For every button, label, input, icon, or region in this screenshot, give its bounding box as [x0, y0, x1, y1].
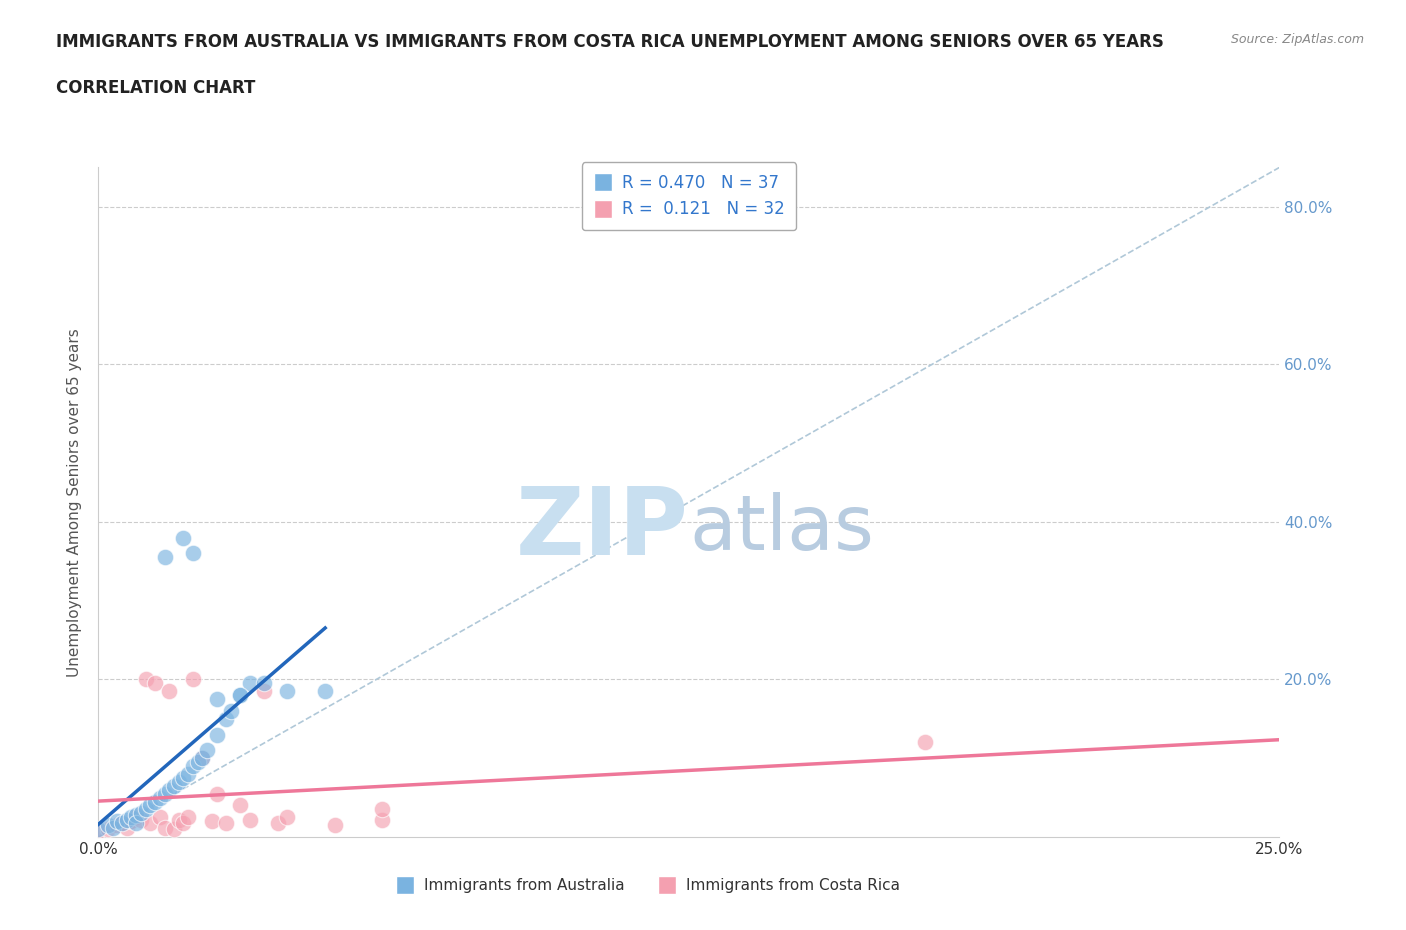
Point — [101, 820, 124, 835]
Point — [181, 759, 204, 774]
Point — [153, 786, 176, 801]
Point — [143, 794, 166, 809]
Point — [163, 778, 186, 793]
Point — [129, 806, 152, 821]
Point — [105, 814, 128, 829]
Text: Source: ZipAtlas.com: Source: ZipAtlas.com — [1230, 33, 1364, 46]
Point — [149, 810, 172, 825]
Point — [135, 802, 157, 817]
Point — [181, 546, 204, 561]
Point — [276, 810, 298, 825]
Point — [205, 692, 228, 707]
Y-axis label: Unemployment Among Seniors over 65 years: Unemployment Among Seniors over 65 years — [67, 328, 83, 677]
Point — [125, 807, 148, 822]
Point — [139, 798, 162, 813]
Point — [143, 676, 166, 691]
Point — [121, 810, 143, 825]
Point — [201, 814, 224, 829]
Text: CORRELATION CHART: CORRELATION CHART — [56, 79, 256, 97]
Point — [135, 672, 157, 687]
Point — [163, 822, 186, 837]
Text: IMMIGRANTS FROM AUSTRALIA VS IMMIGRANTS FROM COSTA RICA UNEMPLOYMENT AMONG SENIO: IMMIGRANTS FROM AUSTRALIA VS IMMIGRANTS … — [56, 33, 1164, 50]
Point — [229, 688, 252, 703]
Point — [153, 550, 176, 565]
Point — [215, 711, 238, 726]
Point — [239, 676, 262, 691]
Point — [177, 766, 200, 781]
Point — [87, 822, 110, 837]
Point — [914, 735, 936, 750]
Point — [205, 727, 228, 742]
Legend: Immigrants from Australia, Immigrants from Costa Rica: Immigrants from Australia, Immigrants fr… — [388, 872, 905, 899]
Point — [181, 672, 204, 687]
Point — [115, 820, 138, 835]
Point — [253, 684, 276, 698]
Point — [167, 812, 190, 827]
Point — [229, 688, 252, 703]
Point — [87, 823, 110, 838]
Point — [191, 751, 214, 765]
Point — [139, 816, 162, 830]
Point — [97, 817, 120, 832]
Point — [167, 775, 190, 790]
Point — [157, 684, 180, 698]
Point — [229, 798, 252, 813]
Point — [172, 816, 194, 830]
Point — [219, 703, 242, 718]
Point — [215, 816, 238, 830]
Point — [267, 816, 290, 830]
Point — [191, 751, 214, 765]
Point — [371, 812, 394, 827]
Point — [125, 816, 148, 830]
Point — [205, 786, 228, 801]
Point — [314, 684, 336, 698]
Point — [115, 812, 138, 827]
Point — [125, 810, 148, 825]
Point — [111, 816, 134, 830]
Point — [121, 814, 143, 829]
Point — [371, 802, 394, 817]
Point — [323, 817, 346, 832]
Point — [239, 812, 262, 827]
Point — [149, 790, 172, 805]
Point — [172, 530, 194, 545]
Point — [153, 820, 176, 835]
Legend: R = 0.470   N = 37, R =  0.121   N = 32: R = 0.470 N = 37, R = 0.121 N = 32 — [582, 163, 796, 230]
Point — [195, 743, 218, 758]
Point — [111, 816, 134, 830]
Text: atlas: atlas — [689, 492, 873, 566]
Point — [276, 684, 298, 698]
Point — [187, 755, 209, 770]
Text: ZIP: ZIP — [516, 483, 689, 575]
Point — [253, 676, 276, 691]
Point — [157, 782, 180, 797]
Point — [105, 817, 128, 832]
Point — [129, 812, 152, 827]
Point — [97, 822, 120, 837]
Point — [172, 770, 194, 785]
Point — [177, 810, 200, 825]
